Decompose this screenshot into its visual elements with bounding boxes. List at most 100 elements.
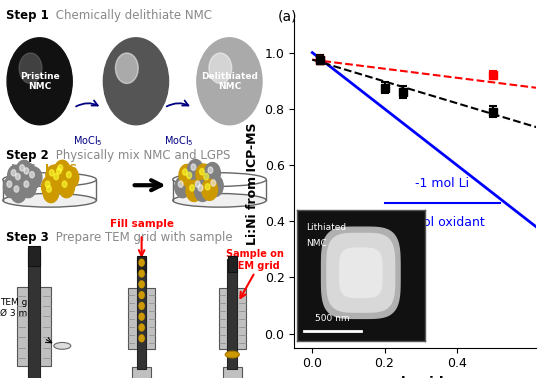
FancyBboxPatch shape [29, 246, 40, 266]
Circle shape [62, 181, 67, 187]
Text: -1 mol Li: -1 mol Li [415, 177, 469, 191]
Circle shape [188, 160, 204, 181]
Text: LGPS: LGPS [45, 164, 77, 174]
Circle shape [209, 53, 232, 84]
Circle shape [198, 185, 203, 191]
Circle shape [207, 175, 223, 197]
Circle shape [139, 270, 144, 277]
Circle shape [24, 168, 29, 174]
Circle shape [187, 172, 191, 179]
Circle shape [63, 167, 79, 188]
Text: Prepare TEM grid with sample: Prepare TEM grid with sample [52, 231, 233, 243]
Text: Sample on
TEM grid: Sample on TEM grid [226, 249, 284, 271]
Circle shape [139, 281, 144, 288]
Circle shape [19, 53, 42, 84]
Circle shape [116, 53, 138, 84]
Text: Step 2: Step 2 [6, 149, 48, 162]
Circle shape [205, 163, 221, 184]
FancyBboxPatch shape [138, 256, 146, 272]
Circle shape [200, 169, 216, 190]
Circle shape [191, 164, 196, 170]
Text: 1 mol oxidant: 1 mol oxidant [399, 216, 485, 229]
Ellipse shape [225, 351, 239, 358]
Circle shape [3, 177, 19, 198]
Circle shape [24, 181, 29, 187]
Circle shape [103, 38, 168, 125]
Circle shape [54, 174, 58, 180]
Circle shape [20, 177, 36, 198]
Circle shape [192, 177, 207, 198]
Circle shape [10, 181, 26, 203]
Circle shape [20, 165, 24, 171]
Circle shape [53, 163, 69, 184]
Circle shape [57, 168, 61, 174]
Circle shape [200, 169, 205, 175]
FancyBboxPatch shape [223, 367, 242, 378]
Circle shape [30, 172, 35, 178]
Circle shape [186, 180, 202, 201]
Y-axis label: Li:Ni from ICP-MS: Li:Ni from ICP-MS [246, 122, 259, 245]
Circle shape [54, 160, 70, 181]
Circle shape [139, 335, 144, 342]
FancyBboxPatch shape [28, 250, 40, 378]
Text: Physically mix NMC and LGPS: Physically mix NMC and LGPS [52, 149, 231, 162]
Circle shape [47, 186, 51, 192]
Text: Fill sample: Fill sample [109, 219, 174, 229]
Circle shape [211, 180, 216, 186]
Circle shape [139, 259, 144, 266]
Circle shape [183, 169, 188, 175]
Circle shape [205, 184, 210, 190]
Text: (a): (a) [278, 9, 297, 23]
Text: Chemically delithiate NMC: Chemically delithiate NMC [52, 9, 212, 22]
Circle shape [7, 181, 12, 187]
Text: Step 3: Step 3 [6, 231, 48, 243]
Circle shape [50, 170, 54, 176]
Circle shape [12, 169, 28, 190]
Circle shape [26, 167, 42, 188]
Circle shape [195, 181, 200, 187]
Circle shape [139, 313, 144, 320]
Text: Delithiated
NMC: Delithiated NMC [201, 71, 258, 91]
Circle shape [139, 324, 144, 331]
Text: NMC: NMC [11, 164, 37, 174]
Circle shape [20, 163, 36, 184]
Ellipse shape [173, 194, 266, 207]
Circle shape [11, 170, 16, 176]
Circle shape [208, 167, 213, 174]
Circle shape [197, 38, 262, 125]
Circle shape [195, 180, 211, 201]
Circle shape [45, 181, 50, 187]
Circle shape [179, 164, 195, 186]
Circle shape [15, 174, 20, 180]
Text: MoCl$_5$: MoCl$_5$ [73, 134, 103, 148]
FancyBboxPatch shape [228, 256, 236, 272]
Circle shape [183, 168, 199, 189]
Circle shape [196, 164, 212, 185]
FancyBboxPatch shape [219, 288, 245, 349]
Circle shape [8, 165, 24, 186]
Text: MoCl$_5$: MoCl$_5$ [163, 134, 193, 148]
Circle shape [190, 185, 194, 191]
Circle shape [139, 302, 144, 309]
X-axis label: mol oxida: mol oxida [377, 376, 453, 378]
Circle shape [7, 38, 72, 125]
Circle shape [178, 181, 183, 187]
Circle shape [202, 179, 218, 200]
Circle shape [67, 172, 71, 178]
Circle shape [46, 165, 62, 186]
Text: Pristine
NMC: Pristine NMC [20, 71, 59, 91]
Ellipse shape [3, 194, 96, 207]
Circle shape [59, 177, 74, 198]
Circle shape [42, 177, 58, 198]
Circle shape [175, 177, 191, 198]
Circle shape [58, 165, 63, 171]
Circle shape [139, 292, 144, 299]
FancyBboxPatch shape [132, 367, 151, 378]
Circle shape [50, 169, 66, 190]
Circle shape [43, 181, 59, 203]
FancyBboxPatch shape [137, 259, 146, 369]
Circle shape [204, 174, 208, 180]
FancyBboxPatch shape [17, 287, 51, 366]
Text: TEM grid
Ø 3 mm: TEM grid Ø 3 mm [0, 298, 40, 318]
Circle shape [14, 186, 19, 192]
